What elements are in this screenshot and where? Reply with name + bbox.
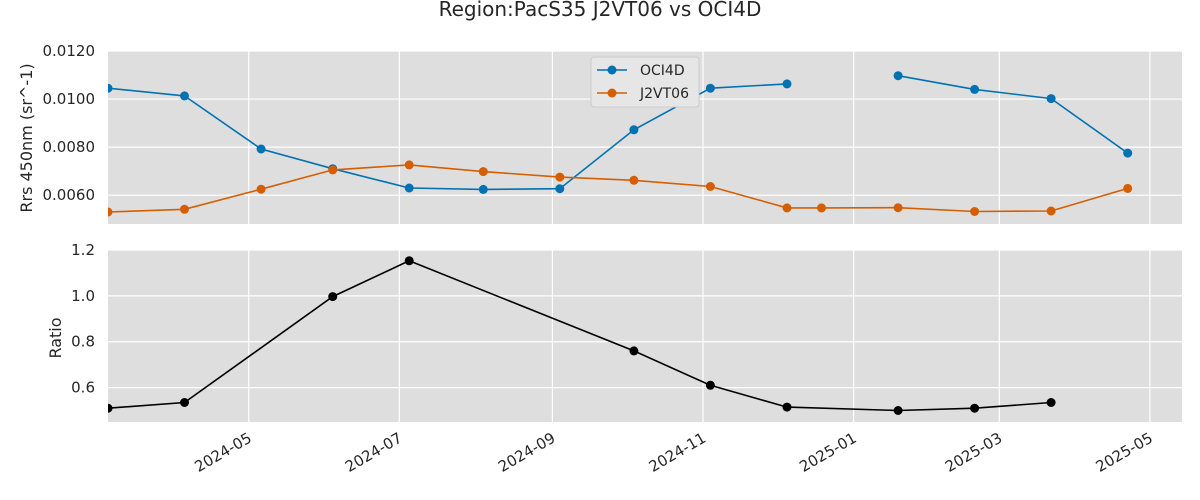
series-group-panel1 (108, 256, 1056, 415)
y-tick-label-panel0: 0.0100 (43, 90, 96, 108)
x-tick-label: 2024-09 (495, 429, 558, 476)
oci4d-line (897, 74, 1129, 154)
bottom-y-axis-label: Ratio (46, 317, 65, 358)
x-tick-label: 2024-07 (342, 429, 405, 476)
j2vt06-point (893, 203, 903, 213)
oci4d-point (970, 84, 980, 94)
oci4d-point (555, 184, 565, 194)
j2vt06-point (705, 182, 715, 191)
oci4d-point (705, 83, 715, 93)
j2vt06-point (478, 167, 488, 177)
j2vt06-point (404, 160, 414, 170)
j2vt06-point (782, 203, 792, 213)
y-tick-label-panel0: 0.0080 (43, 138, 96, 156)
series-group-panel0 (108, 71, 1133, 217)
j2vt06-point (256, 184, 266, 194)
x-tick-label: 2025-01 (796, 429, 859, 476)
chart-title: Region:PacS35 J2VT06 vs OCI4D (439, 0, 762, 21)
ratio-point (782, 402, 792, 412)
y-tick-label-panel1: 1.2 (71, 241, 95, 259)
ratio-point (404, 256, 414, 266)
j2vt06-point (180, 204, 189, 214)
y-tick-label-panel0: 0.0120 (43, 42, 96, 60)
oci4d-point (1123, 148, 1133, 158)
x-tick-label: 2024-05 (191, 429, 254, 476)
legend-j2vt06-label: J2VT06 (639, 86, 689, 102)
j2vt06-point (817, 203, 826, 213)
y-tick-label-panel1: 0.8 (71, 333, 95, 351)
y-tick-label-panel1: 1.0 (71, 287, 95, 305)
ratio-point (705, 380, 715, 390)
ratio-point (108, 403, 113, 413)
ratio-point (328, 292, 338, 302)
oci4d-point (478, 184, 488, 194)
oci4d-point (893, 71, 903, 81)
j2vt06-point (970, 207, 980, 216)
x-tick-label: 2025-03 (942, 429, 1005, 476)
bottom-plot-area (108, 250, 1182, 422)
oci4d-point (629, 125, 639, 135)
j2vt06-point (629, 175, 639, 185)
oci4d-point (1046, 94, 1056, 104)
j2vt06-point (328, 165, 338, 175)
ratio-point (970, 403, 980, 413)
legend: OCI4D J2VT06 (590, 56, 700, 108)
y-tick-label-panel1: 0.6 (71, 379, 95, 397)
oci4d-point (256, 144, 266, 154)
j2vt06-point (555, 172, 565, 182)
x-tick-label: 2025-05 (1093, 429, 1156, 476)
j2vt06-point (108, 207, 113, 217)
ratio-line (108, 259, 1052, 412)
oci4d-point (108, 83, 113, 93)
legend-oci4d-label: OCI4D (640, 63, 685, 79)
x-tick-label: 2024-11 (646, 429, 709, 476)
oci4d-line (108, 83, 788, 191)
oci4d-point (404, 183, 414, 193)
legend-j2vt06-marker (607, 88, 617, 98)
oci4d-point (180, 91, 189, 101)
oci4d-point (782, 79, 792, 89)
ratio-point (1046, 398, 1056, 407)
y-tick-label-panel0: 0.0060 (43, 186, 96, 204)
ratio-point (180, 398, 189, 407)
j2vt06-point (1123, 183, 1133, 193)
j2vt06-point (1046, 206, 1056, 216)
legend-oci4d-marker (607, 65, 617, 75)
top-y-axis-label: Rrs 450nm (sr^-1) (17, 63, 36, 212)
ratio-point (629, 346, 639, 356)
ratio-point (893, 406, 903, 415)
